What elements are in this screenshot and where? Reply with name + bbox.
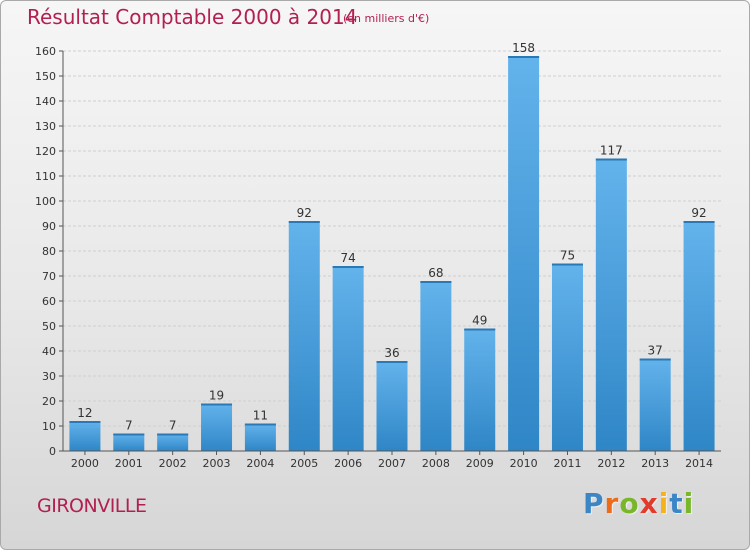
bar (508, 56, 540, 451)
y-tick-label: 70 (42, 270, 56, 283)
data-label: 117 (600, 144, 623, 158)
bar-top-edge (113, 433, 145, 436)
bar-top-edge (508, 56, 540, 58)
bar-top-edge (464, 328, 496, 331)
y-tick-label: 100 (35, 195, 56, 208)
bar (201, 403, 233, 451)
logo-letter: o (619, 487, 640, 520)
y-tick-label: 110 (35, 170, 56, 183)
x-tick-label: 2011 (553, 457, 581, 470)
bar (420, 281, 452, 451)
y-tick-label: 40 (42, 345, 56, 358)
bar (639, 358, 671, 451)
bar-top-edge (69, 421, 101, 423)
y-tick-label: 140 (35, 95, 56, 108)
y-tick-label: 90 (42, 220, 56, 233)
y-tick-label: 160 (35, 45, 56, 58)
logo-letter: P (583, 487, 605, 520)
bar (113, 433, 145, 451)
data-label: 12 (77, 406, 92, 420)
logo-letter: i (658, 487, 670, 520)
x-tick-label: 2014 (685, 457, 713, 470)
bar-top-edge (639, 358, 671, 361)
y-tick-label: 50 (42, 320, 56, 333)
data-label: 19 (209, 389, 224, 403)
x-tick-label: 2005 (290, 457, 318, 470)
bar (244, 423, 276, 451)
bar (332, 266, 364, 451)
y-tick-label: 120 (35, 145, 56, 158)
data-label: 36 (384, 346, 399, 360)
logo-letter: i (683, 487, 695, 520)
x-tick-label: 2013 (641, 457, 669, 470)
data-label: 158 (512, 41, 535, 55)
data-label: 49 (472, 314, 487, 328)
chart-title: Résultat Comptable 2000 à 2014 (27, 5, 358, 29)
data-label: 75 (560, 249, 575, 263)
bar (595, 158, 627, 451)
bar-top-edge (595, 158, 627, 161)
data-label: 7 (169, 419, 177, 433)
logo-letter: t (669, 487, 684, 520)
bar-top-edge (420, 281, 452, 283)
x-tick-label: 2000 (71, 457, 99, 470)
y-tick-label: 80 (42, 245, 56, 258)
bar (376, 361, 408, 451)
bar-top-edge (244, 423, 276, 426)
x-tick-label: 2008 (422, 457, 450, 470)
x-tick-label: 2001 (115, 457, 143, 470)
bar (683, 221, 715, 451)
y-tick-label: 10 (42, 420, 56, 433)
data-label: 11 (253, 409, 268, 423)
data-label: 37 (648, 344, 663, 358)
y-tick-label: 0 (49, 445, 56, 458)
city-name: GIRONVILLE (37, 495, 147, 517)
y-tick-label: 30 (42, 370, 56, 383)
bar-top-edge (551, 263, 583, 266)
y-tick-label: 130 (35, 120, 56, 133)
bar (551, 263, 583, 451)
bar-top-edge (288, 221, 320, 223)
y-tick-label: 20 (42, 395, 56, 408)
data-label: 74 (340, 251, 355, 265)
data-label: 68 (428, 266, 443, 280)
logo-letter: r (604, 487, 620, 520)
x-tick-label: 2009 (466, 457, 494, 470)
data-label: 7 (125, 419, 133, 433)
x-tick-label: 2012 (597, 457, 625, 470)
logo-letter: x (639, 487, 659, 520)
x-tick-label: 2007 (378, 457, 406, 470)
chart-subtitle: (en milliers d'€) (343, 12, 430, 25)
x-tick-label: 2002 (159, 457, 187, 470)
bar-top-edge (683, 221, 715, 223)
bar (157, 433, 189, 451)
y-tick-label: 60 (42, 295, 56, 308)
bar-top-edge (201, 403, 233, 406)
bar (288, 221, 320, 451)
x-tick-label: 2010 (510, 457, 538, 470)
bar (69, 421, 101, 451)
proxiti-logo[interactable]: Proxiti (583, 487, 694, 520)
x-tick-label: 2004 (246, 457, 274, 470)
y-tick-label: 150 (35, 70, 56, 83)
x-tick-label: 2003 (203, 457, 231, 470)
x-tick-label: 2006 (334, 457, 362, 470)
data-label: 92 (297, 206, 312, 220)
bar (464, 328, 496, 451)
bar-top-edge (376, 361, 408, 363)
bar-top-edge (332, 266, 364, 268)
bar-top-edge (157, 433, 189, 436)
data-label: 92 (691, 206, 706, 220)
